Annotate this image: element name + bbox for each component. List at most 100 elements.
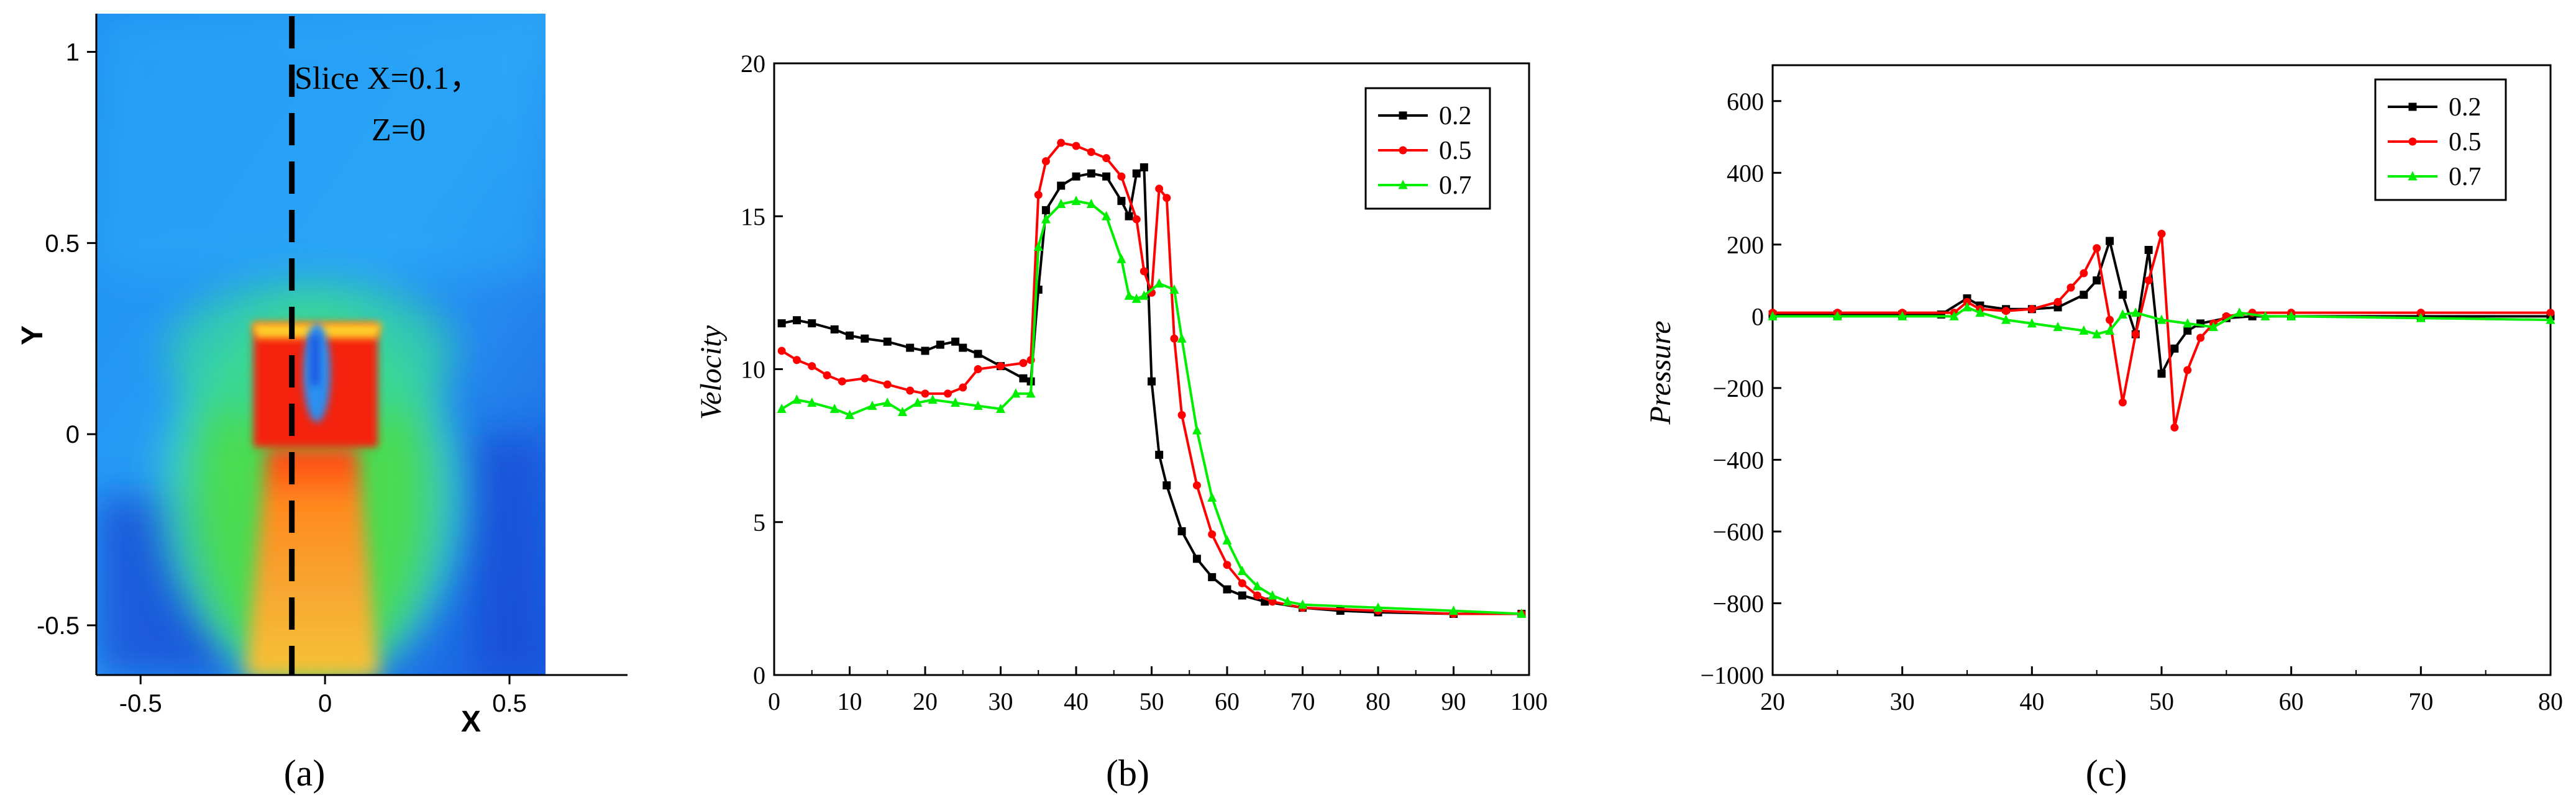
contour-y-tick-label: 0 bbox=[66, 421, 80, 448]
velocity-y-tick-label: 10 bbox=[741, 356, 765, 384]
velocity-point bbox=[974, 350, 982, 358]
slice-annotation-line2: Z=0 bbox=[372, 112, 426, 148]
velocity-x-tick-label: 0 bbox=[768, 687, 780, 715]
pressure-point bbox=[2416, 312, 2426, 322]
velocity-point bbox=[1102, 211, 1112, 220]
velocity-x-tick-label: 10 bbox=[838, 687, 862, 715]
velocity-series bbox=[777, 138, 1527, 618]
velocity-point bbox=[1192, 481, 1201, 490]
pressure-legend-label: 0.2 bbox=[2449, 93, 2482, 122]
pressure-legend-label: 0.7 bbox=[2449, 163, 2482, 191]
velocity-point bbox=[883, 337, 892, 346]
velocity-point bbox=[1223, 585, 1231, 594]
velocity-point bbox=[1148, 377, 1156, 386]
velocity-point bbox=[883, 380, 892, 389]
contour-y-label: Y bbox=[16, 325, 49, 345]
velocity-point bbox=[792, 394, 802, 404]
velocity-point bbox=[1034, 191, 1043, 199]
pressure-y-tick-label: −200 bbox=[1712, 374, 1764, 402]
pressure-point bbox=[2196, 333, 2205, 342]
contour-upper-field bbox=[96, 14, 546, 274]
velocity-point bbox=[823, 371, 831, 379]
pressure-point bbox=[2183, 326, 2192, 335]
velocity-point bbox=[1131, 293, 1141, 303]
pressure-point bbox=[2234, 307, 2244, 317]
velocity-point bbox=[951, 397, 961, 407]
pressure-x-tick-label: 40 bbox=[2019, 687, 2044, 715]
pressure-point bbox=[2093, 276, 2101, 285]
velocity-point bbox=[1155, 184, 1164, 193]
pressure-point bbox=[2027, 305, 2036, 314]
velocity-point bbox=[867, 401, 877, 410]
pressure-x-tick-label: 50 bbox=[2149, 687, 2174, 715]
pressure-point bbox=[2170, 344, 2179, 353]
velocity-x-tick-label: 100 bbox=[1510, 687, 1548, 715]
velocity-point bbox=[1449, 605, 1458, 615]
contour-x-label: X bbox=[461, 705, 481, 738]
velocity-point bbox=[974, 365, 982, 373]
velocity-point bbox=[1132, 215, 1141, 224]
velocity-point bbox=[928, 394, 938, 404]
pressure-point bbox=[1962, 302, 1972, 312]
velocity-point bbox=[1170, 334, 1179, 343]
velocity-point bbox=[1192, 425, 1202, 435]
contour-panel: -0.5 0 0.5 1 0.5 0 -0.5 Slice X=0.1， Z=0 X Y (… bbox=[16, 14, 628, 794]
pressure-point bbox=[1898, 310, 1907, 320]
velocity-line-0.2 bbox=[781, 165, 1522, 615]
velocity-y-label: Velocity bbox=[695, 325, 728, 420]
velocity-point bbox=[792, 356, 801, 365]
pressure-point bbox=[2118, 291, 2127, 299]
pressure-y-tick-label: −600 bbox=[1712, 518, 1764, 546]
velocity-point bbox=[1117, 253, 1126, 263]
velocity-point bbox=[1162, 481, 1171, 490]
velocity-point bbox=[792, 316, 801, 325]
contour-ticks: -0.5 0 0.5 1 0.5 0 -0.5 bbox=[37, 39, 527, 717]
velocity-point bbox=[808, 362, 816, 371]
velocity-point bbox=[1373, 602, 1383, 612]
velocity-point bbox=[1072, 142, 1080, 150]
pressure-point bbox=[2144, 276, 2153, 285]
contour-y-tick-label: -0.5 bbox=[37, 612, 80, 640]
pressure-line-0.5 bbox=[1773, 233, 2551, 428]
velocity-point bbox=[1057, 138, 1066, 147]
velocity-x-tick-label: 60 bbox=[1215, 687, 1240, 715]
velocity-point bbox=[1102, 172, 1111, 181]
pressure-point bbox=[2106, 237, 2114, 245]
velocity-point bbox=[1117, 172, 1126, 181]
contour-low-right bbox=[472, 435, 546, 675]
velocity-point bbox=[1086, 199, 1096, 209]
contour-y-tick-label: 0.5 bbox=[45, 230, 80, 257]
velocity-line-0.7 bbox=[781, 199, 1522, 615]
velocity-point bbox=[1253, 591, 1262, 600]
contour-center-core bbox=[311, 335, 319, 385]
velocity-point bbox=[1169, 284, 1179, 294]
velocity-point bbox=[973, 401, 983, 410]
velocity-point bbox=[1177, 527, 1186, 536]
velocity-point bbox=[1041, 214, 1051, 224]
velocity-point bbox=[1267, 590, 1277, 600]
pressure-point bbox=[2144, 245, 2153, 254]
pressure-point bbox=[2131, 307, 2140, 317]
velocity-point bbox=[921, 389, 929, 398]
velocity-point bbox=[838, 377, 846, 386]
velocity-point bbox=[1072, 172, 1080, 181]
pressure-y-tick-label: −400 bbox=[1712, 446, 1764, 474]
pressure-y-label: Pressure bbox=[1644, 320, 1677, 425]
pressure-line-0.2 bbox=[1773, 236, 2551, 378]
velocity-point bbox=[1208, 530, 1217, 538]
contour-y-tick-label: 1 bbox=[66, 39, 80, 66]
pressure-y-tick-label: −1000 bbox=[1700, 661, 1764, 689]
velocity-point bbox=[959, 343, 967, 352]
pressure-y-tick-label: 600 bbox=[1727, 88, 1764, 116]
pressure-point bbox=[2001, 314, 2011, 324]
velocity-x-tick-label: 50 bbox=[1140, 687, 1164, 715]
velocity-point bbox=[1057, 181, 1066, 190]
velocity-point bbox=[943, 389, 952, 398]
velocity-legend-label: 0.5 bbox=[1439, 137, 1472, 165]
velocity-point bbox=[913, 397, 923, 407]
pressure-point bbox=[2157, 369, 2166, 378]
pressure-point bbox=[2067, 283, 2075, 292]
velocity-y-tick-label: 5 bbox=[753, 509, 765, 537]
pressure-legend-marker bbox=[2408, 137, 2417, 146]
velocity-point bbox=[898, 406, 908, 416]
